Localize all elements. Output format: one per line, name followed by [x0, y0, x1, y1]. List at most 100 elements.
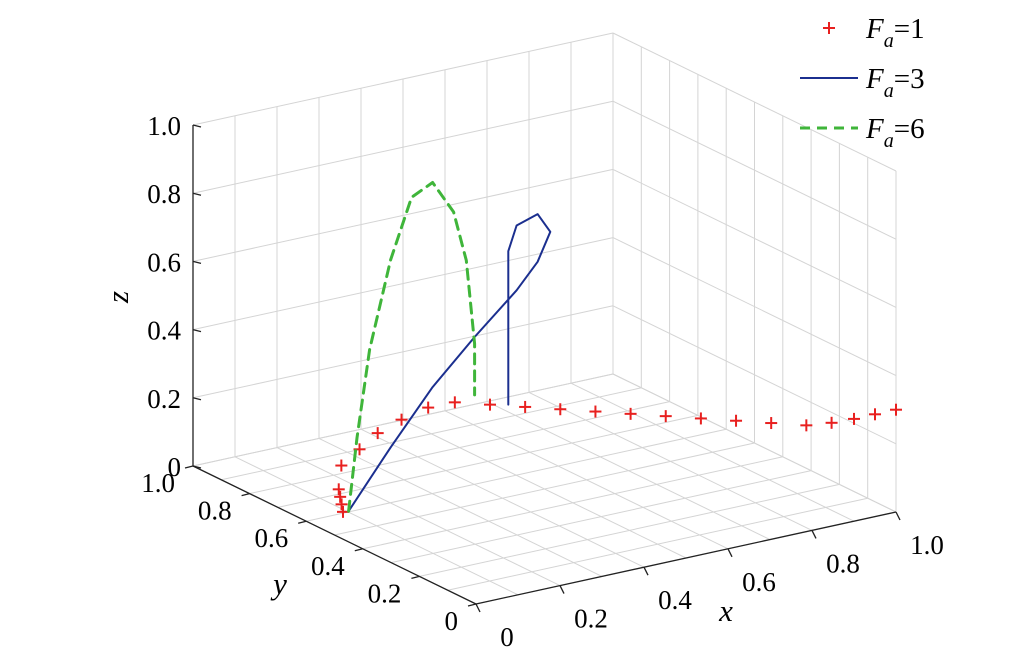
z-axis-label: z [100, 291, 135, 304]
data-point [624, 407, 637, 420]
y-tick-label: 0.2 [368, 578, 402, 608]
z-tick-mark [192, 192, 202, 196]
data-point [589, 405, 602, 418]
data-point [869, 408, 881, 421]
data-point [848, 412, 860, 425]
grid-line [277, 414, 699, 508]
grid-line [221, 387, 642, 481]
grid-line [249, 401, 670, 495]
legend-label: Fa=3 [865, 63, 925, 102]
data-point [554, 403, 567, 416]
y-axis-line [192, 465, 477, 605]
data-point [448, 396, 461, 409]
z-tick-mark [192, 397, 202, 401]
grid-line [612, 373, 897, 513]
grid-line [192, 100, 614, 194]
x-tick-mark [811, 530, 817, 539]
grid-line [362, 456, 783, 550]
data-point [823, 22, 835, 34]
data-point [395, 413, 408, 426]
z-tick-mark [192, 328, 202, 333]
z-tick-label: 0.8 [147, 179, 181, 209]
x-tick-label: 0.8 [826, 548, 860, 578]
data-point [659, 410, 672, 423]
data-point [371, 427, 384, 440]
series-fa1-markers [332, 396, 902, 518]
y-tick-mark [298, 520, 307, 524]
legend-item: Fa=1 [823, 13, 925, 52]
x-tick-label: 0.6 [742, 567, 776, 597]
x-axis-label: x [718, 593, 733, 628]
z-tick-label: 0.4 [147, 316, 181, 346]
z-tick-label: 0 [168, 452, 182, 482]
series-fa6-line [347, 181, 477, 513]
data-point [730, 414, 743, 427]
x-tick-label: 1.0 [910, 530, 944, 560]
axes [184, 124, 901, 613]
grid-line [419, 483, 840, 577]
legend-label: Fa=6 [865, 113, 925, 152]
grid-line [390, 470, 812, 564]
x-tick-mark [895, 511, 901, 521]
y-tick-mark [467, 603, 477, 607]
x-tick-mark [727, 548, 733, 558]
z-tick-mark [192, 465, 202, 469]
grid-line [612, 168, 897, 308]
x-tick-label: 0.2 [574, 604, 608, 634]
grid-line [447, 497, 868, 591]
legend: Fa=1 Fa=3 Fa=6 [800, 13, 925, 152]
x-tick-label: 0 [500, 622, 514, 649]
grid-line [612, 32, 897, 172]
data-point [332, 483, 345, 496]
x-tick-label: 0.4 [658, 585, 692, 615]
data-point [765, 417, 778, 430]
legend-item: Fa=3 [800, 63, 925, 102]
y-tick-label: 0 [445, 606, 459, 636]
y-axis-label: y [270, 566, 287, 601]
z-tick-label: 0.2 [147, 384, 181, 414]
legend-item: Fa=6 [800, 113, 925, 152]
legend-label: Fa=1 [865, 13, 925, 52]
data-point [825, 416, 838, 429]
tick-labels: 00.20.40.60.81.000.20.40.60.81.000.20.40… [141, 111, 944, 649]
x-tick-mark [643, 566, 649, 576]
series-fa3-line [347, 213, 552, 513]
x-tick-mark [559, 585, 565, 594]
grid-line [192, 305, 614, 399]
data-point [335, 459, 348, 472]
x-axis-line [475, 511, 897, 605]
y-tick-mark [411, 575, 420, 580]
data-point [422, 401, 435, 414]
grid-line [334, 442, 755, 536]
data-point [335, 498, 348, 511]
y-tick-label: 0.6 [254, 523, 288, 553]
z-tick-mark [192, 124, 202, 128]
y-tick-label: 0.4 [311, 551, 345, 581]
grid-line [192, 32, 614, 126]
x-tick-mark [475, 603, 481, 613]
plot-series [332, 181, 902, 518]
data-point [890, 403, 902, 416]
grid-lines [192, 32, 897, 605]
grid-line [612, 100, 897, 240]
y-tick-mark [184, 465, 194, 469]
grid-line [612, 305, 897, 445]
grid-line [192, 168, 614, 262]
data-point [336, 505, 349, 518]
grid-line [192, 237, 614, 331]
y-tick-label: 0.8 [198, 496, 232, 526]
z-tick-label: 1.0 [147, 111, 181, 141]
data-point [694, 412, 707, 425]
data-point [483, 398, 496, 411]
z-tick-mark [192, 260, 202, 265]
z-tick-label: 0.6 [147, 247, 181, 277]
y-tick-label: 1.0 [141, 468, 175, 498]
data-point [800, 419, 813, 432]
y-tick-mark [354, 548, 363, 552]
data-point [334, 490, 347, 503]
grid-line [306, 428, 727, 522]
data-point [519, 400, 532, 413]
y-tick-mark [241, 492, 250, 497]
grid-line [612, 237, 897, 377]
